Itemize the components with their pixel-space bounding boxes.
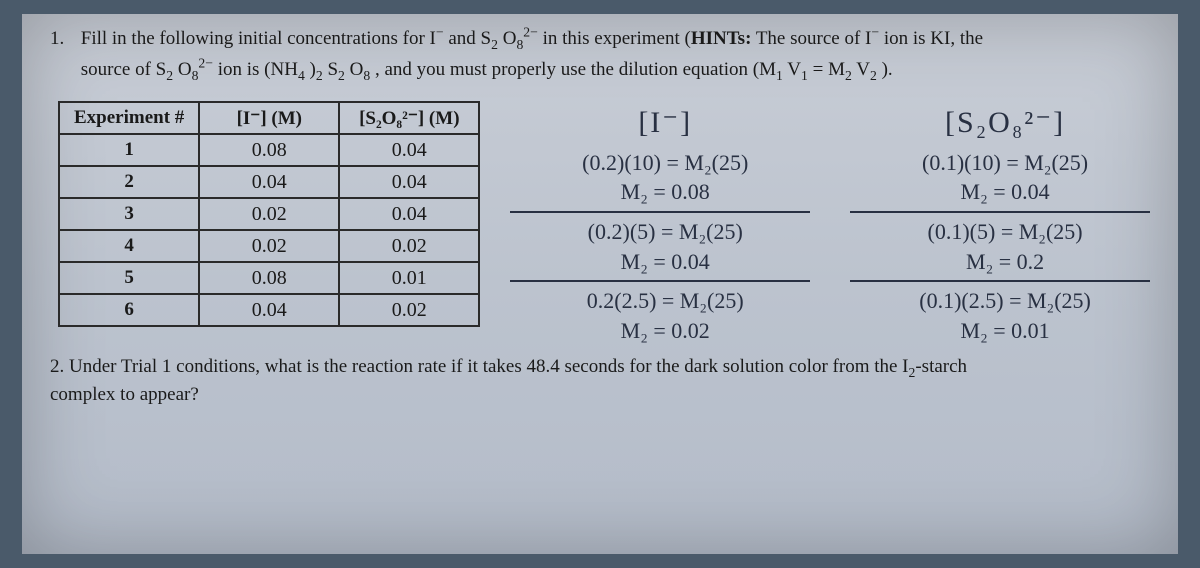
c: 0.04	[199, 294, 339, 326]
t: = M	[813, 59, 845, 80]
w: M₂ = 0.04	[850, 177, 1160, 207]
table-header-row: Experiment # [I⁻] (M) [S₂O₈²⁻] (M)	[59, 102, 479, 134]
w: M₂ = 0.2	[850, 247, 1160, 277]
t: The source of I	[756, 28, 872, 49]
c: 0.08	[199, 134, 339, 166]
c: 0.08	[199, 262, 339, 294]
t: and S	[448, 28, 491, 49]
t: , and you must properly use the dilution…	[375, 59, 776, 80]
t: V	[856, 59, 870, 80]
work-iodide: [I⁻] (0.2)(10) = M₂(25) M₂ = 0.08 (0.2)(…	[510, 101, 820, 346]
c: 0.04	[339, 166, 479, 198]
table-row: 10.080.04	[59, 134, 479, 166]
w: (0.2)(10) = M₂(25)	[510, 148, 820, 178]
c: 0.02	[199, 198, 339, 230]
divider	[850, 280, 1150, 282]
t: S	[327, 59, 338, 80]
q2-number: 2.	[50, 356, 64, 377]
w: M₂ = 0.02	[510, 316, 820, 346]
hints-label: HINTs:	[691, 28, 752, 49]
table-row: 50.080.01	[59, 262, 479, 294]
t: O	[503, 28, 517, 49]
t: Under Trial 1 conditions, what is the re…	[69, 356, 909, 377]
t: ion is KI, the	[884, 28, 983, 49]
divider	[510, 211, 810, 213]
c: 0.02	[199, 230, 339, 262]
c: 0.04	[339, 198, 479, 230]
w: M₂ = 0.01	[850, 316, 1160, 346]
work-s-header: [S₂O₈²⁻]	[850, 103, 1160, 144]
content-row: Experiment # [I⁻] (M) [S₂O₈²⁻] (M) 10.08…	[50, 101, 1160, 346]
c: 6	[59, 294, 199, 326]
t: V	[787, 59, 801, 80]
t: O	[178, 59, 192, 80]
c: 0.01	[339, 262, 479, 294]
question-1: 1. Fill in the following initial concent…	[50, 24, 1160, 85]
divider	[510, 280, 810, 282]
w: (0.2)(5) = M₂(25)	[510, 217, 820, 247]
col-exp: Experiment #	[59, 102, 199, 134]
q2-text: Under Trial 1 conditions, what is the re…	[50, 356, 967, 405]
t: O	[350, 59, 364, 80]
c: 3	[59, 198, 199, 230]
c: 0.04	[199, 166, 339, 198]
t: complex to appear?	[50, 384, 199, 405]
col-s: [S₂O₈²⁻] (M)	[339, 102, 479, 134]
t: source of S	[81, 59, 166, 80]
c: 0.04	[339, 134, 479, 166]
t: in this experiment (	[543, 28, 691, 49]
table-row: 40.020.02	[59, 230, 479, 262]
question-2: 2. Under Trial 1 conditions, what is the…	[50, 354, 1160, 408]
q1-text-2: source of S2 O82− ion is (NH4 )2 S2 O8 ,…	[81, 59, 893, 80]
w: 0.2(2.5) = M₂(25)	[510, 286, 820, 316]
w: M₂ = 0.08	[510, 177, 820, 207]
c: 1	[59, 134, 199, 166]
work-persulfate: [S₂O₈²⁻] (0.1)(10) = M₂(25) M₂ = 0.04 (0…	[850, 101, 1160, 346]
t: ).	[882, 59, 893, 80]
q1-text: Fill in the following initial concentrat…	[81, 28, 983, 49]
table-row: 30.020.04	[59, 198, 479, 230]
w: (0.1)(5) = M₂(25)	[850, 217, 1160, 247]
experiment-table: Experiment # [I⁻] (M) [S₂O₈²⁻] (M) 10.08…	[58, 101, 480, 327]
t: -starch	[915, 356, 967, 377]
table-row: 60.040.02	[59, 294, 479, 326]
q1-number: 1.	[50, 26, 76, 52]
w: (0.1)(10) = M₂(25)	[850, 148, 1160, 178]
w: M₂ = 0.04	[510, 247, 820, 277]
c: 0.02	[339, 294, 479, 326]
c: 4	[59, 230, 199, 262]
work-i-header: [I⁻]	[510, 103, 820, 144]
divider	[850, 211, 1150, 213]
table-row: 20.040.04	[59, 166, 479, 198]
c: 0.02	[339, 230, 479, 262]
c: 2	[59, 166, 199, 198]
col-i: [I⁻] (M)	[199, 102, 339, 134]
c: 5	[59, 262, 199, 294]
t: Fill in the following initial concentrat…	[81, 28, 436, 49]
w: (0.1)(2.5) = M₂(25)	[850, 286, 1160, 316]
t: ion is (NH	[218, 59, 298, 80]
